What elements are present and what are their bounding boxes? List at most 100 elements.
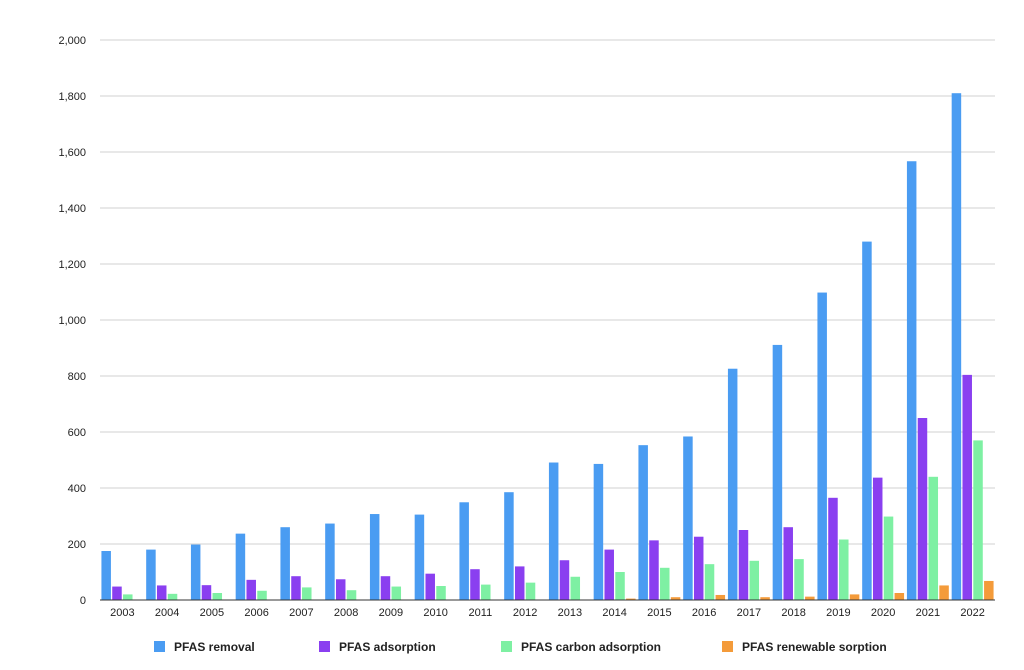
- x-tick-label: 2016: [692, 607, 716, 619]
- legend-label: PFAS adsorption: [339, 640, 436, 654]
- bar-pfas-removal-2012: [504, 492, 514, 600]
- bar-pfas-renewable-sorption-2020: [894, 593, 905, 600]
- x-tick-label: 2005: [200, 607, 224, 619]
- bar-pfas-adsorption-2018: [783, 527, 793, 600]
- bar-pfas-removal-2017: [727, 368, 738, 600]
- x-tick-label: 2007: [289, 607, 313, 619]
- bar-pfas-removal-2019: [817, 292, 827, 600]
- bar-pfas-adsorption-2004: [156, 585, 167, 600]
- bar-pfas-removal-2007: [280, 527, 290, 600]
- gridlines: [100, 39, 995, 545]
- bar-pfas-carbon-adsorption-2005: [212, 593, 223, 600]
- bar-pfas-adsorption-2003: [112, 586, 122, 600]
- x-tick-label: 2021: [916, 607, 940, 619]
- bar-pfas-removal-2018: [772, 344, 783, 600]
- y-tick-label: 600: [68, 427, 86, 439]
- bar-pfas-adsorption-2019: [828, 497, 838, 600]
- bar-pfas-removal-2008: [325, 523, 335, 600]
- bar-pfas-renewable-sorption-2014: [626, 598, 636, 600]
- bar-pfas-adsorption-2011: [470, 569, 480, 600]
- bars: [101, 93, 994, 601]
- x-tick-label: 2014: [602, 607, 626, 619]
- x-tick-label: 2011: [469, 607, 493, 619]
- bar-pfas-adsorption-2009: [380, 576, 391, 600]
- legend-swatch: [501, 641, 512, 652]
- bar-pfas-carbon-adsorption-2004: [167, 593, 178, 600]
- bar-pfas-carbon-adsorption-2006: [257, 590, 267, 600]
- bar-pfas-removal-2003: [101, 551, 111, 600]
- y-tick-label: 1,800: [58, 91, 86, 103]
- y-tick-label: 2,000: [58, 35, 86, 47]
- bar-pfas-removal-2004: [146, 549, 156, 600]
- x-tick-label: 2022: [960, 607, 984, 619]
- bar-pfas-removal-2005: [190, 544, 201, 600]
- bar-pfas-removal-2011: [459, 502, 469, 600]
- bar-pfas-carbon-adsorption-2010: [436, 586, 446, 600]
- bar-pfas-carbon-adsorption-2003: [123, 594, 133, 600]
- bar-pfas-adsorption-2016: [693, 536, 704, 600]
- bar-pfas-removal-2016: [683, 436, 693, 600]
- x-tick-label: 2003: [110, 607, 134, 619]
- bar-pfas-adsorption-2017: [738, 530, 749, 600]
- x-tick-label: 2009: [379, 607, 403, 619]
- bar-pfas-removal-2009: [369, 514, 380, 600]
- y-axis: 0 200 400 600 800 1,000 1,200 1,400 1,600 1,800 2,…: [58, 35, 86, 607]
- x-tick-label: 2012: [513, 607, 537, 619]
- x-tick-label: 2008: [334, 607, 358, 619]
- x-axis: 2003 2004 2005 2006 2007 2008 2009 2010 2011 2012…: [110, 607, 985, 619]
- legend: PFAS removal PFAS adsorption PFAS carbon a…: [154, 640, 887, 654]
- bar-pfas-removal-2020: [862, 241, 872, 600]
- y-tick-label: 1,000: [58, 315, 86, 327]
- bar-pfas-renewable-sorption-2017: [760, 597, 770, 600]
- y-tick-label: 400: [68, 483, 86, 495]
- bar-pfas-carbon-adsorption-2022: [973, 440, 983, 600]
- bar-pfas-adsorption-2014: [604, 549, 614, 600]
- bar-pfas-adsorption-2021: [917, 418, 928, 600]
- bar-pfas-adsorption-2010: [425, 573, 435, 600]
- y-tick-label: 1,600: [58, 147, 86, 159]
- bar-pfas-renewable-sorption-2022: [984, 580, 994, 600]
- x-tick-label: 2017: [737, 607, 761, 619]
- y-tick-label: 1,200: [58, 259, 86, 271]
- bar-pfas-carbon-adsorption-2007: [302, 587, 312, 600]
- y-tick-label: 200: [68, 539, 86, 551]
- bar-pfas-carbon-adsorption-2009: [391, 586, 402, 600]
- y-tick-label: 1,400: [58, 203, 86, 215]
- bar-pfas-carbon-adsorption-2012: [525, 582, 536, 600]
- bar-pfas-renewable-sorption-2016: [715, 594, 726, 600]
- bar-pfas-carbon-adsorption-2019: [839, 539, 849, 600]
- x-tick-label: 2019: [826, 607, 850, 619]
- legend-label: PFAS renewable sorption: [742, 640, 887, 654]
- bar-pfas-renewable-sorption-2015: [670, 597, 681, 600]
- legend-swatch: [722, 641, 733, 652]
- y-tick-label: 800: [68, 371, 86, 383]
- bar-pfas-removal-2022: [951, 93, 962, 600]
- bar-pfas-renewable-sorption-2021: [939, 585, 949, 600]
- bar-pfas-adsorption-2007: [291, 576, 301, 600]
- legend-swatch: [154, 641, 165, 652]
- x-tick-label: 2006: [244, 607, 268, 619]
- bar-pfas-carbon-adsorption-2008: [346, 590, 357, 600]
- bar-pfas-removal-2006: [235, 533, 246, 600]
- bar-pfas-carbon-adsorption-2013: [570, 576, 581, 600]
- x-tick-label: 2013: [558, 607, 582, 619]
- bar-pfas-renewable-sorption-2018: [805, 596, 815, 600]
- bar-pfas-carbon-adsorption-2017: [749, 560, 760, 600]
- x-tick-label: 2010: [423, 607, 447, 619]
- legend-swatch: [319, 641, 330, 652]
- bar-pfas-carbon-adsorption-2016: [704, 564, 715, 600]
- bar-pfas-adsorption-2012: [514, 566, 525, 600]
- bar-pfas-adsorption-2015: [649, 540, 659, 600]
- bar-pfas-adsorption-2013: [559, 560, 570, 600]
- bar-pfas-removal-2021: [906, 161, 917, 601]
- bar-pfas-carbon-adsorption-2014: [615, 572, 625, 600]
- bar-pfas-carbon-adsorption-2021: [928, 476, 939, 600]
- x-tick-label: 2004: [155, 607, 179, 619]
- bar-pfas-adsorption-2008: [335, 579, 346, 600]
- y-tick-label: 0: [80, 595, 86, 607]
- x-tick-label: 2015: [647, 607, 671, 619]
- legend-label: PFAS carbon adsorption: [521, 640, 661, 654]
- bar-pfas-removal-2013: [548, 462, 559, 600]
- bar-pfas-carbon-adsorption-2018: [794, 559, 804, 600]
